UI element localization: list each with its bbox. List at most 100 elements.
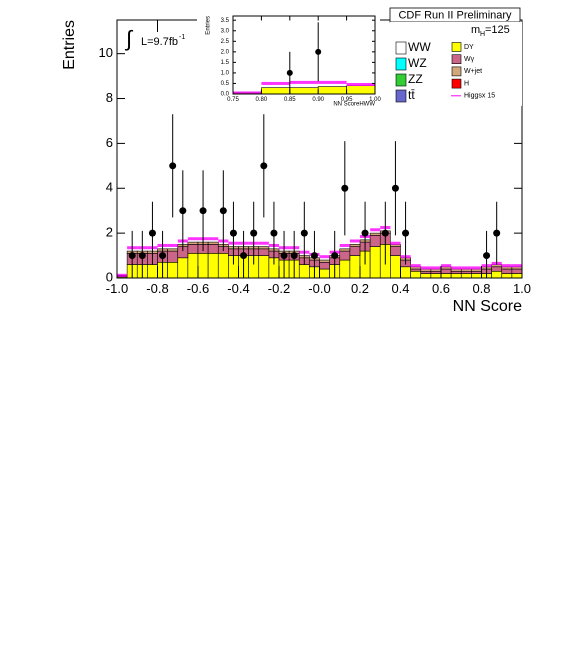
stack-bar	[289, 87, 319, 95]
legend-label: H	[464, 80, 469, 87]
stack-bar	[501, 273, 513, 279]
y-axis-label: Entries	[61, 20, 78, 70]
stack-bar	[420, 270, 432, 274]
stack-bar	[258, 246, 270, 250]
x-axis-label: NN Score	[453, 298, 522, 315]
legend-label: Higgsx 15	[464, 93, 495, 100]
x-tick-label: 0.4	[391, 281, 409, 296]
x-tick-label: -0.2	[268, 281, 290, 296]
stack-bar	[410, 268, 422, 272]
stack-bar	[177, 257, 189, 279]
x-axis-label: NN ScoreHWW	[333, 102, 375, 108]
y-tick-label: 4	[106, 180, 113, 195]
x-tick-label: 1.00	[369, 97, 381, 103]
stack-bar	[450, 273, 462, 279]
signal-band	[117, 273, 128, 277]
stack-bar	[167, 248, 179, 252]
data-point	[331, 252, 339, 260]
data-point	[199, 207, 207, 215]
data-point	[391, 184, 399, 192]
stack-bar	[511, 268, 523, 274]
stack-bar	[167, 250, 179, 263]
stack-bar	[207, 241, 219, 245]
stack-bar	[369, 232, 381, 236]
legend-label: ZZ	[408, 72, 423, 86]
legend-label: tt̄	[408, 88, 415, 102]
signal-band	[420, 266, 431, 270]
x-tick-label: 0.85	[284, 97, 296, 103]
data-point	[128, 252, 136, 260]
signal-band	[511, 264, 522, 268]
data-point	[260, 162, 268, 170]
data-point	[159, 252, 167, 260]
stack-bar	[147, 264, 158, 279]
stack-bar	[319, 268, 330, 279]
signal-band	[390, 241, 401, 245]
signal-band	[233, 91, 262, 95]
data-point	[138, 252, 146, 260]
legend-label: DY	[464, 44, 474, 51]
x-tick-label: -1.0	[106, 281, 128, 296]
y-tick-label: 1.0	[221, 70, 230, 76]
signal-band	[430, 266, 441, 270]
legend-swatch	[395, 41, 407, 55]
signal-band	[410, 264, 421, 268]
mass-label-sub: H	[480, 31, 485, 38]
y-tick-label: 0.0	[221, 92, 230, 98]
data-point	[290, 252, 298, 260]
stack-bar	[317, 86, 347, 95]
stack-bar	[258, 255, 270, 279]
legend-swatch	[451, 54, 462, 65]
x-tick-label: 0.95	[341, 97, 353, 103]
stack-bar	[187, 241, 199, 245]
stack-bar	[420, 273, 432, 279]
y-tick-label: 8	[106, 90, 113, 105]
x-tick-label: 0.90	[312, 97, 324, 103]
data-point	[169, 162, 177, 170]
x-tick-label: -0.8	[146, 281, 168, 296]
data-point	[270, 229, 278, 237]
stack-bar	[491, 266, 503, 272]
y-axis-label: Entries	[206, 16, 212, 35]
legend-label: W+jet	[464, 68, 482, 75]
data-point	[280, 252, 288, 260]
data-point	[381, 229, 389, 237]
stack-bar	[319, 259, 330, 263]
data-point	[310, 252, 318, 260]
stack-bar	[390, 255, 401, 279]
y-tick-label: 3.5	[221, 18, 230, 24]
legend-swatch	[395, 57, 407, 71]
chart-title: CDF Run II Preliminary	[398, 9, 512, 21]
legend-swatch	[451, 66, 462, 77]
y-tick-label: 0.5	[221, 81, 230, 87]
x-tick-label: 0.80	[256, 97, 268, 103]
signal-band	[441, 264, 452, 268]
signal-band	[187, 237, 198, 241]
axes-frame	[232, 15, 376, 95]
y-tick-label: 2.0	[221, 49, 230, 55]
stack-bar	[167, 261, 179, 279]
legend-label: WW	[408, 40, 431, 54]
data-point	[148, 229, 156, 237]
signal-band	[261, 81, 290, 85]
stack-bar	[430, 273, 442, 279]
signal-band	[318, 80, 347, 84]
stack-bar	[207, 253, 219, 279]
legend-swatch	[395, 73, 407, 87]
stack-bar	[258, 248, 270, 256]
signal-band	[289, 80, 319, 84]
y-tick-label: 0	[106, 269, 113, 284]
stack-bar	[410, 270, 422, 279]
stack-bar	[187, 244, 199, 254]
stack-bar	[440, 268, 452, 274]
stack-bar	[450, 270, 462, 274]
stack-bar	[349, 244, 361, 247]
stack-bar	[430, 270, 442, 274]
data-point	[300, 229, 308, 237]
signal-band	[349, 239, 360, 243]
stack-bar	[390, 246, 401, 256]
data-point	[250, 229, 258, 237]
x-tick-label: 0.6	[432, 281, 450, 296]
